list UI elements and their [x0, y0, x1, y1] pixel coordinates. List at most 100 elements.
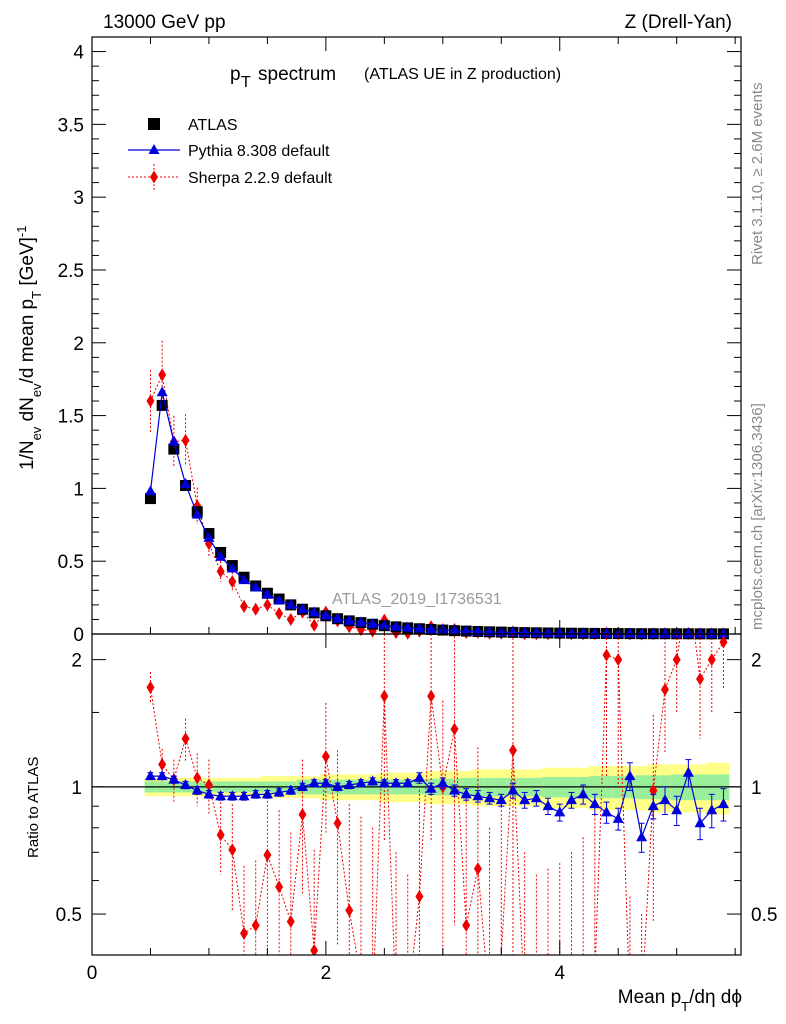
pythia-ratio-point [296, 780, 308, 791]
header-left-label: 13000 GeV pp [103, 12, 226, 33]
legend-marker-atlas [148, 118, 160, 130]
pythia-ratio-point [601, 806, 613, 817]
pythia-ratio-point [226, 790, 238, 801]
x-axis-label: Mean pT/dη dϕ [618, 987, 742, 1014]
pythia-ratio-point [717, 798, 729, 809]
pythia-point [367, 617, 379, 628]
x-tick-label: 0 [87, 963, 98, 984]
pythia-point [413, 622, 425, 633]
pythia-ratio-point [378, 777, 390, 788]
sherpa-ratio-point [310, 943, 319, 955]
y-tick-label: 4 [73, 43, 84, 64]
pythia-ratio-point [472, 790, 484, 801]
plot-title-p: p [230, 64, 241, 85]
pythia-point [191, 508, 203, 519]
pythia-ratio-point [554, 806, 566, 817]
pythia-ratio-point [308, 777, 320, 788]
pythia-point [343, 614, 355, 625]
atlas-point [144, 493, 156, 505]
y-tick-label: 0 [73, 625, 84, 646]
pythia-ratio-point [530, 792, 542, 803]
y-tick-label: 3.5 [58, 115, 84, 136]
pythia-point [577, 627, 589, 638]
sherpa-ratio-point [672, 653, 681, 667]
sherpa-ratio-point [286, 915, 295, 929]
sherpa-ratio-point [275, 880, 284, 894]
y-axis-label-ratio: Ratio to ATLAS [25, 757, 42, 858]
pythia-ratio-point [250, 788, 262, 799]
sherpa-point [216, 564, 225, 578]
sherpa-ratio-point [462, 918, 471, 932]
pythia-point [717, 627, 729, 638]
ratio-tick-label: 2 [71, 651, 82, 672]
sherpa-ratio-point [473, 862, 482, 876]
pythia-point [226, 562, 238, 573]
x-tick-label: 2 [321, 963, 332, 984]
legend-label: Pythia 8.308 default [188, 143, 330, 160]
sherpa-ratio-point [649, 784, 658, 798]
pythia-ratio-point [624, 770, 636, 781]
plot-title-p-subscript: T [241, 74, 251, 91]
pythia-point [460, 625, 472, 636]
pythia-point [390, 620, 402, 631]
ratio-tick-label: 1 [71, 778, 82, 799]
pythia-ratio-point [402, 777, 414, 788]
sherpa-ratio-point [193, 771, 202, 785]
pythia-ratio-point [706, 804, 718, 815]
sherpa-ratio-point [380, 689, 389, 703]
sherpa-ratio-point [204, 778, 213, 792]
pythia-point [332, 612, 344, 623]
y-tick-label: 1.5 [58, 407, 84, 428]
pythia-point [694, 627, 706, 638]
sherpa-point [263, 598, 272, 612]
ratio-frame [91, 633, 742, 956]
pythia-point [285, 598, 297, 609]
pythia-point [203, 531, 215, 542]
pythia-ratio-point [460, 788, 472, 799]
sherpa-ratio-point [321, 749, 330, 763]
legend: ATLAS Pythia 8.308 default Sherpa 2.2.9 de… [128, 117, 333, 190]
pythia-ratio-point [519, 794, 531, 805]
pythia-ratio-point [507, 784, 519, 795]
pythia-ratio-point [495, 794, 507, 805]
pythia-ratio-point [238, 790, 250, 801]
sherpa-ratio-point [228, 843, 237, 857]
pythia-point [472, 625, 484, 636]
pythia-point [168, 435, 180, 446]
pythia-point [250, 581, 262, 592]
pythia-point [273, 594, 285, 605]
atlas-point [156, 399, 168, 411]
x-tick-label: 4 [554, 963, 565, 984]
sherpa-ratio-point [660, 682, 669, 696]
pythia-ratio-point [191, 784, 203, 795]
sherpa-ratio-point [427, 689, 436, 703]
pythia-ratio-point [694, 817, 706, 828]
sherpa-ratio-point [298, 808, 307, 822]
pythia-ratio-point [144, 770, 156, 781]
pythia-point [706, 627, 718, 638]
pythia-ratio-point [437, 777, 449, 788]
y-axis-label-main: 1/Nev dNev/d mean pT [GeV]-1 [14, 226, 44, 471]
sherpa-ratio-point [181, 732, 190, 746]
pythia-ratio-point [484, 792, 496, 803]
pythia-ratio-point [682, 766, 694, 777]
pythia-ratio-point [320, 777, 332, 788]
y-tick-label: 0.5 [58, 552, 84, 573]
ratio-tick-label: 0.5 [56, 905, 82, 926]
pythia-ratio-point [565, 794, 577, 805]
pythia-ratio-point [647, 800, 659, 811]
pythia-point [144, 485, 156, 496]
pythia-ratio-point [390, 777, 402, 788]
sherpa-ratio-point [508, 743, 517, 757]
sherpa-point [228, 575, 237, 589]
pythia-point [238, 574, 250, 585]
sherpa-ratio-point [216, 828, 225, 842]
sherpa-ratio-point [251, 918, 260, 932]
pythia-ratio-point [215, 790, 227, 801]
pythia-ratio-point [367, 775, 379, 786]
pythia-point [308, 606, 320, 617]
pythia-ratio-point [425, 782, 437, 793]
pythia-point [647, 627, 659, 638]
pythia-ratio-point [168, 773, 180, 784]
